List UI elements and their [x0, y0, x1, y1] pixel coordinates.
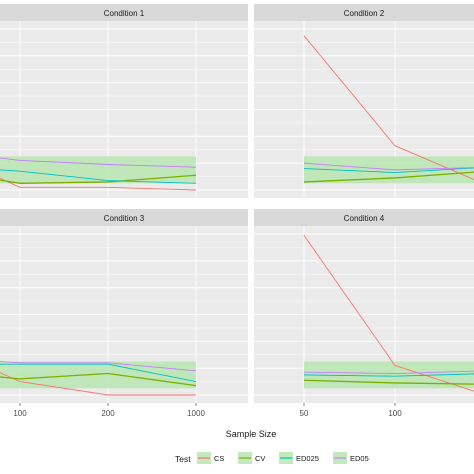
facet-title: Condition 1 [104, 9, 145, 18]
facet-panel-4: Condition 4 50 100 [254, 209, 474, 418]
legend: Test CS CV ED025 ED05 [175, 452, 369, 464]
facet-panel-2: Condition 2 [254, 4, 474, 198]
facet-strip [0, 209, 248, 226]
series-line-ed05 [0, 361, 197, 372]
series-line-ed025 [0, 363, 197, 383]
facet-panel-3: Condition 3 100 200 1000 [0, 209, 248, 418]
panel-plot-area [254, 226, 474, 403]
legend-label-ed05: ED05 [350, 454, 369, 463]
facet-strip [254, 4, 474, 21]
x-tick-label: 100 [388, 409, 402, 418]
legend-label-cs: CS [214, 454, 224, 463]
series-line-cs [303, 35, 474, 180]
series-line-ed05 [303, 370, 474, 374]
x-tick-label: 200 [101, 409, 115, 418]
x-axis-title: Sample Size [226, 429, 277, 439]
panel-plot-area [254, 21, 474, 198]
facet-strip [0, 4, 248, 21]
panel-plot-area [0, 226, 248, 403]
series-line-cs [303, 235, 474, 392]
series-line-ed05 [303, 162, 474, 171]
series-line-cv [303, 379, 474, 385]
series-line-cv [303, 171, 474, 183]
series-line-ed05 [0, 157, 197, 168]
legend-label-cv: CV [255, 454, 265, 463]
legend-label-ed025: ED025 [296, 454, 319, 463]
x-tick-label: 50 [300, 409, 309, 418]
facet-title: Condition 4 [344, 214, 385, 223]
legend-title: Test [175, 454, 191, 464]
x-tick-label: 1000 [187, 409, 205, 418]
facet-title: Condition 2 [344, 9, 385, 18]
series-line-cv [0, 372, 197, 387]
series-line-cs [0, 177, 197, 191]
reference-band [0, 361, 196, 389]
panel-plot-area [0, 21, 248, 198]
series-line-ed025 [303, 373, 474, 377]
facet-panel-1: Condition 1 [0, 4, 248, 198]
facet-title: Condition 3 [104, 214, 145, 223]
series-line-ed025 [303, 167, 474, 174]
series-line-cs [0, 372, 196, 396]
facet-strip [254, 209, 474, 226]
series-line-ed025 [0, 169, 197, 184]
x-tick-label: 100 [13, 409, 27, 418]
series-line-cv [0, 174, 197, 184]
